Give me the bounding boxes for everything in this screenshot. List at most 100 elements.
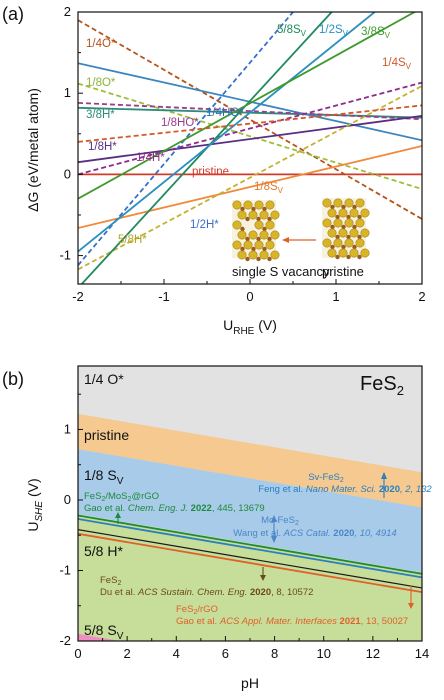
atom-sulfur — [355, 218, 365, 228]
label-1-8-sv: 1/8SV — [254, 181, 284, 195]
atom-iron — [267, 216, 272, 222]
ref-sv-fes2-cite: Feng et al. Nano Mater. Sci. 2020, 2, 13… — [258, 484, 432, 495]
panel-a-chart: single S vacancy pristine 1/4O* 1/8O* 3/… — [25, 4, 426, 337]
atom-iron — [357, 234, 362, 240]
panel-b-xlabel: pH — [241, 675, 259, 691]
atom-iron — [352, 224, 357, 230]
line-series-7 — [78, 81, 422, 176]
atom-sulfur — [344, 238, 354, 248]
b-xtick-label-7: 14 — [415, 646, 429, 661]
panel-a-lines — [78, 12, 422, 284]
atom-iron — [256, 216, 261, 222]
line-series-10 — [78, 85, 422, 271]
atom-sulfur — [243, 200, 253, 210]
boundary-line-0 — [78, 514, 422, 575]
b-xtick-label-1: 2 — [124, 646, 131, 661]
atom-iron — [352, 244, 357, 250]
region-label-pristine: pristine — [84, 427, 129, 443]
region-label-5-8-h: 5/8 H* — [84, 543, 123, 559]
boundary-line-2 — [78, 528, 422, 589]
atom-sulfur — [349, 248, 359, 258]
atom-iron — [240, 206, 245, 212]
panel-a-ylabel: ΔG (eV/metal atom) — [25, 88, 41, 212]
atom-iron — [245, 216, 250, 222]
atom-sulfur — [344, 218, 354, 228]
label-1-4-h: 1/4H* — [136, 152, 165, 164]
inset: single S vacancy pristine — [232, 198, 370, 279]
atom-iron — [341, 204, 346, 210]
inset-structure-vacancy — [232, 200, 280, 262]
label-1-8-o: 1/8O* — [86, 77, 116, 89]
atom-sulfur — [248, 210, 258, 220]
panel-label-a: (a) — [2, 4, 24, 24]
atom-sulfur — [237, 250, 247, 260]
line-series-14 — [78, 104, 422, 143]
b-xtick-label-5: 10 — [316, 646, 330, 661]
b-xtick-label-3: 6 — [222, 646, 229, 661]
atom-sulfur — [360, 248, 370, 258]
inset-arrow-head — [282, 237, 289, 243]
b-ytick-label-3: -2 — [59, 633, 71, 648]
atom-iron — [245, 256, 250, 262]
region-2 — [78, 449, 422, 573]
label-1-2-h: 1/2H* — [190, 219, 219, 231]
atom-sulfur — [355, 238, 365, 248]
label-1-2-sv: 1/2SV — [319, 24, 349, 38]
b-xtick-label-4: 8 — [271, 646, 278, 661]
atom-iron — [251, 206, 256, 212]
atom-sulfur — [349, 208, 359, 218]
region-label-1-4-o: 1/4 O* — [84, 371, 124, 387]
atom-sulfur — [349, 228, 359, 238]
ref-sv-fes2-name: Sv-FeS2 — [308, 472, 344, 484]
atom-sulfur — [322, 238, 332, 248]
atom-iron — [262, 206, 267, 212]
b-ytick-label-2: -1 — [59, 562, 71, 577]
atom-sulfur — [338, 248, 348, 258]
atom-sulfur — [265, 200, 275, 210]
atom-iron — [240, 246, 245, 252]
atom-iron — [357, 214, 362, 220]
atom-sulfur — [232, 200, 242, 210]
line-series-1 — [78, 19, 422, 220]
atom-iron — [352, 204, 357, 210]
ref-fes2-mos2-cite: Gao et al. Chem. Eng. J. 2022, 445, 1367… — [84, 503, 265, 514]
atom-sulfur — [333, 238, 343, 248]
ref-fes2-mos2-arrow-head — [115, 512, 121, 518]
atom-sulfur — [259, 250, 269, 260]
panel-b-chart: 1/4 O* pristine 1/8 SV 5/8 H* 5/8 SV FeS… — [25, 365, 432, 691]
line-series-6 — [78, 115, 422, 164]
a-ytick-label-3: -1 — [59, 248, 71, 263]
line-series-8 — [78, 145, 422, 229]
b-xtick-label-6: 12 — [366, 646, 380, 661]
panel-a-ticks: -2 -1 0 1 2 2 1 0 -1 — [59, 4, 425, 304]
atom-sulfur — [237, 210, 247, 220]
region-5-8-sv-fill — [78, 633, 120, 641]
atom-sulfur — [327, 228, 337, 238]
panel-b-ylabel: USHE (V) — [25, 478, 45, 531]
atom-sulfur — [270, 210, 280, 220]
atom-iron — [245, 236, 250, 242]
atom-iron — [346, 254, 351, 260]
a-xtick-label-1: -1 — [158, 289, 170, 304]
atom-sulfur — [259, 230, 269, 240]
atom-iron — [267, 236, 272, 242]
atom-sulfur — [270, 230, 280, 240]
atom-sulfur — [265, 240, 275, 250]
atom-iron — [256, 256, 261, 262]
ref-fes2-du-name: FeS2 — [100, 575, 121, 587]
panel-b-regions — [78, 413, 422, 641]
label-1-4-o: 1/4O* — [86, 38, 116, 50]
a-ytick-label-0: 2 — [64, 4, 71, 19]
atom-iron — [346, 214, 351, 220]
region-3 — [78, 514, 422, 641]
region-label-1-8-sv: 1/8 SV — [84, 467, 124, 487]
boundary-line-1 — [78, 518, 422, 579]
atom-sulfur — [248, 230, 258, 240]
atom-sulfur — [254, 220, 264, 230]
ref-mo-fes2-arrow-head — [271, 515, 277, 522]
atom-sulfur — [360, 208, 370, 218]
atom-iron — [240, 226, 245, 232]
atom-iron — [335, 234, 340, 240]
